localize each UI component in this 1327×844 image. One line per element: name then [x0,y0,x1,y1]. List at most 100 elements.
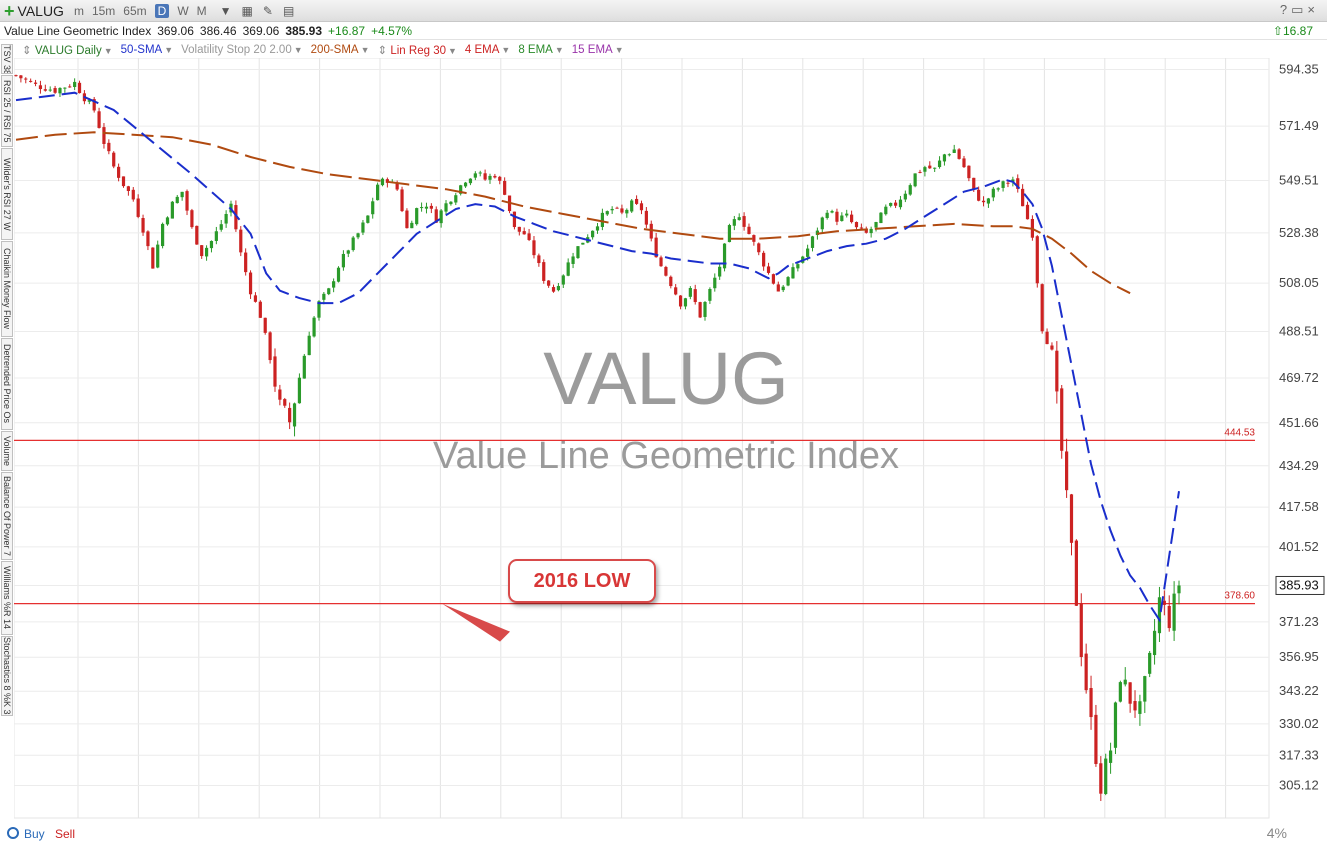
candle-body [1025,204,1030,220]
candle-body [688,288,692,297]
indicator-tab[interactable]: Chaikin Money Flow [1,241,13,337]
candle-body [473,173,477,178]
candle-body [356,233,360,238]
sell-button[interactable]: Sell [55,827,76,841]
indicator-tab[interactable]: Volume [1,431,13,471]
legend-item[interactable]: 15 EMA ▼ [572,44,624,56]
grid-icon[interactable]: ▦ [241,3,253,18]
timeframe-15m[interactable]: 15m [91,3,116,18]
candle-body [327,288,331,295]
watermark-name: Value Line Geometric Index [433,435,899,477]
candle-body [703,301,707,317]
timeframe-65m[interactable]: 65m [123,3,147,18]
caret-icon[interactable]: ▼ [360,45,370,55]
caret-icon[interactable]: ▼ [554,45,564,55]
candle-body [595,226,600,231]
candle-body [449,201,453,205]
candle-body [77,82,82,94]
indicator-tab[interactable]: Williams %R 14 [1,561,13,635]
candle-body [376,184,380,201]
caret-icon[interactable]: ▼ [164,45,174,55]
legend-item[interactable]: 4 EMA ▼ [465,44,510,56]
candle-body [146,231,150,247]
legend-item[interactable]: 200-SMA ▼ [311,44,370,56]
legend-item[interactable]: ⇕ Lin Reg 30 ▼ [378,43,457,57]
candle-body [273,356,277,387]
timeframe-d[interactable]: D [154,3,170,18]
y-tick-label: 305.12 [1279,778,1319,793]
candle-body [512,211,517,228]
timeframe-m[interactable]: m [73,3,84,18]
candle-body [419,207,424,209]
candle-body [126,186,130,192]
legend-item[interactable]: 8 EMA ▼ [518,44,563,56]
indicator-tab[interactable]: TSV 38 [1,44,13,74]
candle-body [1143,676,1147,702]
legend-item[interactable]: ⇕ VALUG Daily ▼ [22,43,113,57]
candle-body [605,211,609,215]
timeframe-mo[interactable]: M [196,3,207,18]
indicator-tab[interactable]: Wilder's RSI 27 W [1,148,13,240]
candle-body [566,262,570,276]
symbol-label[interactable]: VALUG [17,2,64,19]
notes-icon[interactable]: ▤ [282,3,295,18]
dropdown-icon[interactable]: ▼ [219,3,232,18]
sma200-line [15,131,1131,295]
candle-body [312,317,316,337]
candle-body [674,287,678,295]
caret-icon[interactable]: ▼ [614,45,624,55]
add-symbol-icon[interactable]: + [4,0,15,21]
candle-body [53,88,57,93]
indicator-tab[interactable]: RSI 25 / RSI 75 [1,75,13,147]
candle-body [1133,701,1137,711]
price-chart[interactable]: 594.35 571.49 549.51 528.38 508.05 488.51 469.… [14,58,1327,822]
candle-body [503,180,507,195]
candle-body [219,224,223,230]
timeframe-w[interactable]: W [177,3,189,18]
candle-body [864,228,868,233]
trade-icon[interactable] [6,826,20,840]
candle-body [781,286,785,291]
zoom-level[interactable]: 4% [1266,825,1287,841]
caret-icon[interactable]: ▼ [447,46,457,56]
candle-body [649,223,653,239]
caret-icon[interactable]: ▼ [293,45,303,55]
window-controls-icon[interactable]: ?▭× [1279,2,1319,17]
y-tick-label: 549.51 [1279,173,1319,188]
caret-icon[interactable]: ▼ [103,46,113,56]
candle-body [556,285,561,291]
indicator-tab[interactable]: Balance Of Power 7 [1,472,13,560]
candle-body [1167,605,1171,629]
candle-body [58,87,62,94]
candle-body [341,253,345,268]
candle-body [1118,682,1122,702]
candle-body [796,264,800,269]
reorder-icon[interactable]: ⇕ [22,45,35,57]
buy-button[interactable]: Buy [24,827,45,841]
reorder-icon[interactable]: ⇕ [377,45,391,57]
candle-body [493,175,497,178]
indicator-tab[interactable]: Stochastics 8 %K 3 [1,636,13,716]
legend-item[interactable]: 50-SMA ▼ [121,44,173,56]
candle-body [615,207,619,209]
candle-body [903,193,907,200]
candle-body [1177,585,1181,594]
candle-body [268,332,272,361]
candle-body [708,289,712,301]
candle-body [825,212,829,219]
candle-body [14,75,18,77]
candle-body [683,298,688,307]
candle-body [884,206,888,215]
candle-body [439,210,443,224]
candle-body [806,248,810,257]
candle-body [48,89,52,91]
indicator-tab[interactable]: Detrended Price Os [1,338,13,430]
y-tick-label: 401.52 [1279,539,1319,554]
candle-body [830,211,834,213]
caret-icon[interactable]: ▼ [501,45,511,55]
candle-body [336,267,341,282]
legend-item[interactable]: Volatility Stop 20 2.00 ▼ [181,44,303,56]
candle-body [1094,714,1098,764]
candle-body [644,210,648,225]
pencil-icon[interactable]: ✎ [262,3,273,18]
